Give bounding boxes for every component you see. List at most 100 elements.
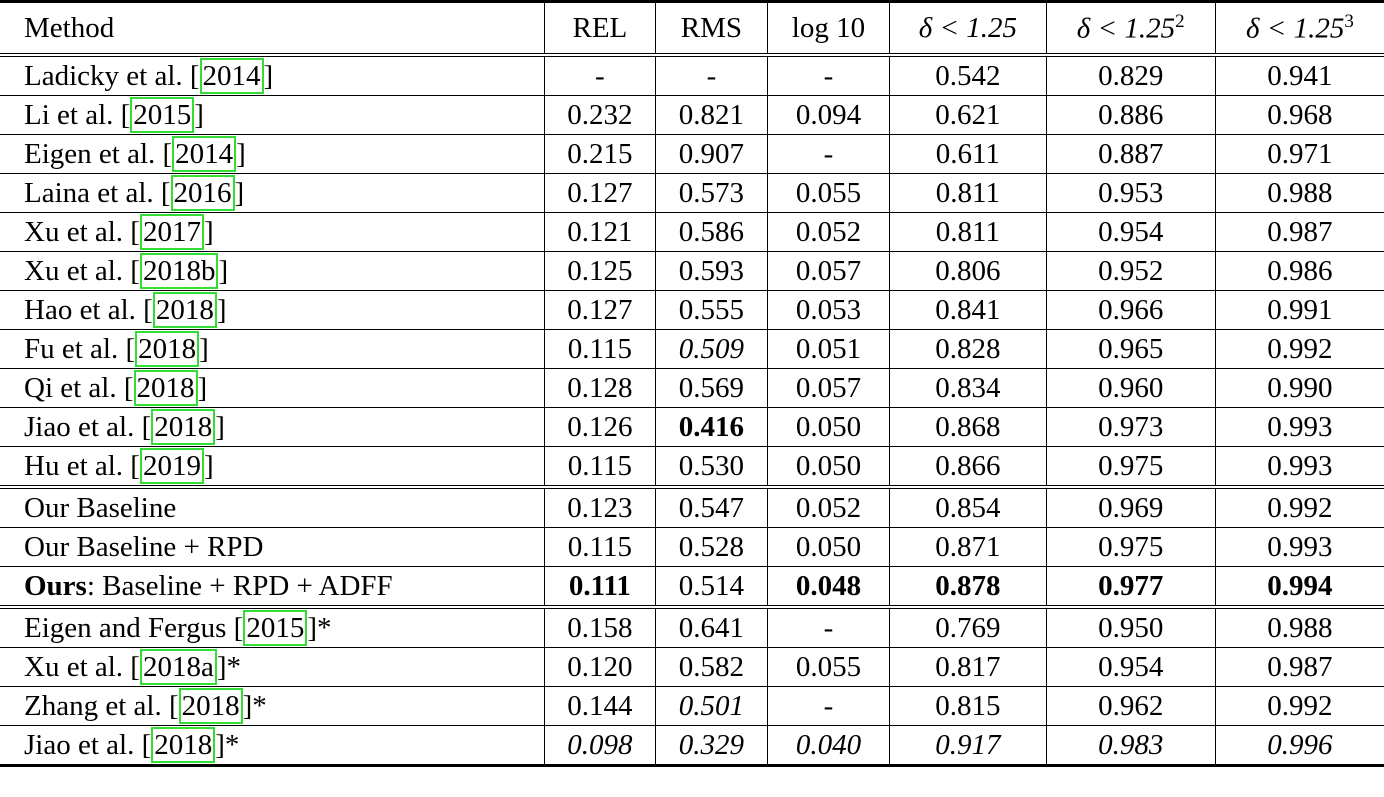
citation-link[interactable]: 2018 <box>152 291 217 328</box>
citation-link[interactable]: 2018 <box>151 726 216 763</box>
value-cell: 0.542 <box>889 55 1047 96</box>
method-suffix: ]* <box>216 650 242 683</box>
value-cell: - <box>766 607 890 648</box>
value-cell: - <box>655 55 768 96</box>
value-cell: 0.868 <box>889 407 1047 447</box>
citation-link[interactable]: 2015 <box>130 96 195 133</box>
table-row: Hu et al. [2019] 0.115 0.530 0.050 0.866 0.97… <box>0 446 1384 489</box>
value-cell: 0.040 <box>766 725 890 767</box>
value-cell: - <box>543 55 656 96</box>
value-cell: 0.854 <box>889 487 1047 528</box>
value-cell: 0.887 <box>1045 134 1216 174</box>
value-cell: 0.952 <box>1045 251 1216 291</box>
value-cell: 0.907 <box>655 134 768 174</box>
value-cell: 0.586 <box>655 212 768 252</box>
value-cell: 0.115 <box>543 446 656 489</box>
value-cell: 0.966 <box>1045 290 1216 330</box>
value-cell: 0.051 <box>766 329 890 369</box>
value-cell: 0.992 <box>1214 487 1384 528</box>
citation-link[interactable]: 2018 <box>178 687 243 724</box>
citation-link[interactable]: 2018b <box>139 252 219 289</box>
citation-link[interactable]: 2016 <box>170 174 235 211</box>
value-cell: 0.611 <box>889 134 1047 174</box>
method-prefix: Ours <box>24 569 87 602</box>
method-suffix: ]* <box>307 611 332 644</box>
method-suffix: ] <box>203 215 214 248</box>
value-cell: - <box>766 55 890 96</box>
value-cell: 0.514 <box>655 566 768 609</box>
value-cell: 0.057 <box>766 251 890 291</box>
method-name: Eigen et al. [ <box>24 137 173 170</box>
method-suffix: ]* <box>215 728 240 761</box>
table-row: Xu et al. [2017] 0.121 0.586 0.052 0.811 0.95… <box>0 212 1384 252</box>
citation-link[interactable]: 2018 <box>135 330 200 367</box>
value-cell: 0.975 <box>1045 446 1216 489</box>
value-cell: 0.977 <box>1045 566 1216 609</box>
value-cell: 0.954 <box>1045 647 1216 687</box>
citation-link[interactable]: 2018a <box>139 648 217 685</box>
method-suffix: ] <box>197 371 208 404</box>
method-suffix: ]* <box>242 689 267 722</box>
value-cell: 0.992 <box>1214 329 1384 369</box>
value-cell: 0.528 <box>655 527 768 567</box>
method-name: Ladicky et al. [ <box>24 59 200 92</box>
value-cell: 0.123 <box>543 487 656 528</box>
value-cell: 0.971 <box>1214 134 1384 174</box>
value-cell: 0.953 <box>1045 173 1216 213</box>
header-label: δ < 1.25 <box>918 11 1018 44</box>
value-cell: 0.817 <box>889 647 1047 687</box>
method-cell: Eigen et al. [2014] <box>0 134 545 174</box>
method-suffix: ] <box>194 98 204 131</box>
value-cell: 0.993 <box>1214 446 1384 489</box>
value-cell: 0.828 <box>889 329 1047 369</box>
method-cell: Ladicky et al. [2014] <box>0 55 545 96</box>
method-name: Hu et al. [ <box>24 449 140 482</box>
value-cell: 0.593 <box>655 251 768 291</box>
citation-link[interactable]: 2019 <box>139 447 204 484</box>
value-cell: 0.878 <box>889 566 1047 609</box>
value-cell: 0.048 <box>766 566 890 609</box>
method-cell: Qi et al. [2018] <box>0 368 545 408</box>
value-cell: 0.144 <box>543 686 656 726</box>
value-cell: 0.973 <box>1045 407 1216 447</box>
value-cell: 0.055 <box>766 173 890 213</box>
citation-link[interactable]: 2014 <box>199 57 264 94</box>
header-col: REL <box>543 1 656 57</box>
value-cell: 0.769 <box>889 607 1047 648</box>
table-row: Fu et al. [2018] 0.115 0.509 0.051 0.828 0.96… <box>0 329 1384 369</box>
table-row: Ladicky et al. [2014] - - -0.542 0.829 0.941 <box>0 55 1384 96</box>
value-cell: 0.530 <box>655 446 768 489</box>
value-cell: 0.050 <box>766 527 890 567</box>
value-cell: 0.127 <box>543 290 656 330</box>
value-cell: 0.993 <box>1214 407 1384 447</box>
table-row: Zhang et al. [2018]* 0.144 0.501-0.815 0.96… <box>0 686 1384 726</box>
citation-link[interactable]: 2018 <box>151 408 216 445</box>
table-row: Laina et al. [2016] 0.127 0.573 0.055 0.811 0… <box>0 173 1384 213</box>
value-cell: 0.053 <box>766 290 890 330</box>
value-cell: 0.962 <box>1045 686 1216 726</box>
value-cell: 0.621 <box>889 95 1047 135</box>
results-table: Method REL RMS log 10 δ < 1.25 δ < 1.252 δ < 1… <box>0 1 1384 767</box>
header-sup: 2 <box>1175 10 1185 32</box>
table-row: Our Baseline + RPD 0.115 0.528 0.050 0.871 0.… <box>0 527 1384 567</box>
citation-link[interactable]: 2015 <box>243 609 308 646</box>
method-name: Fu et al. [ <box>24 332 136 365</box>
header-col: δ < 1.253 <box>1214 1 1384 57</box>
method-cell: Jiao et al. [2018] <box>0 407 545 447</box>
header-label: RMS <box>680 11 743 44</box>
value-cell: 0.987 <box>1214 212 1384 252</box>
value-cell: 0.954 <box>1045 212 1216 252</box>
value-cell: 0.841 <box>889 290 1047 330</box>
citation-link[interactable]: 2018 <box>133 369 198 406</box>
table-row: Xu et al. [2018a]* 0.120 0.582 0.055 0.817 0.… <box>0 647 1384 687</box>
header-label: log 10 <box>791 11 866 44</box>
citation-link[interactable]: 2017 <box>139 213 204 250</box>
table-row: Hao et al. [2018] 0.127 0.555 0.053 0.841 0.9… <box>0 290 1384 330</box>
table-row: Xu et al. [2018b] 0.125 0.593 0.057 0.806 0.9… <box>0 251 1384 291</box>
method-cell: Xu et al. [2018b] <box>0 251 545 291</box>
method-name: Hao et al. [ <box>24 293 153 326</box>
value-cell: 0.988 <box>1214 173 1384 213</box>
citation-link[interactable]: 2014 <box>172 135 237 172</box>
value-cell: 0.986 <box>1214 251 1384 291</box>
value-cell: 0.115 <box>543 527 656 567</box>
